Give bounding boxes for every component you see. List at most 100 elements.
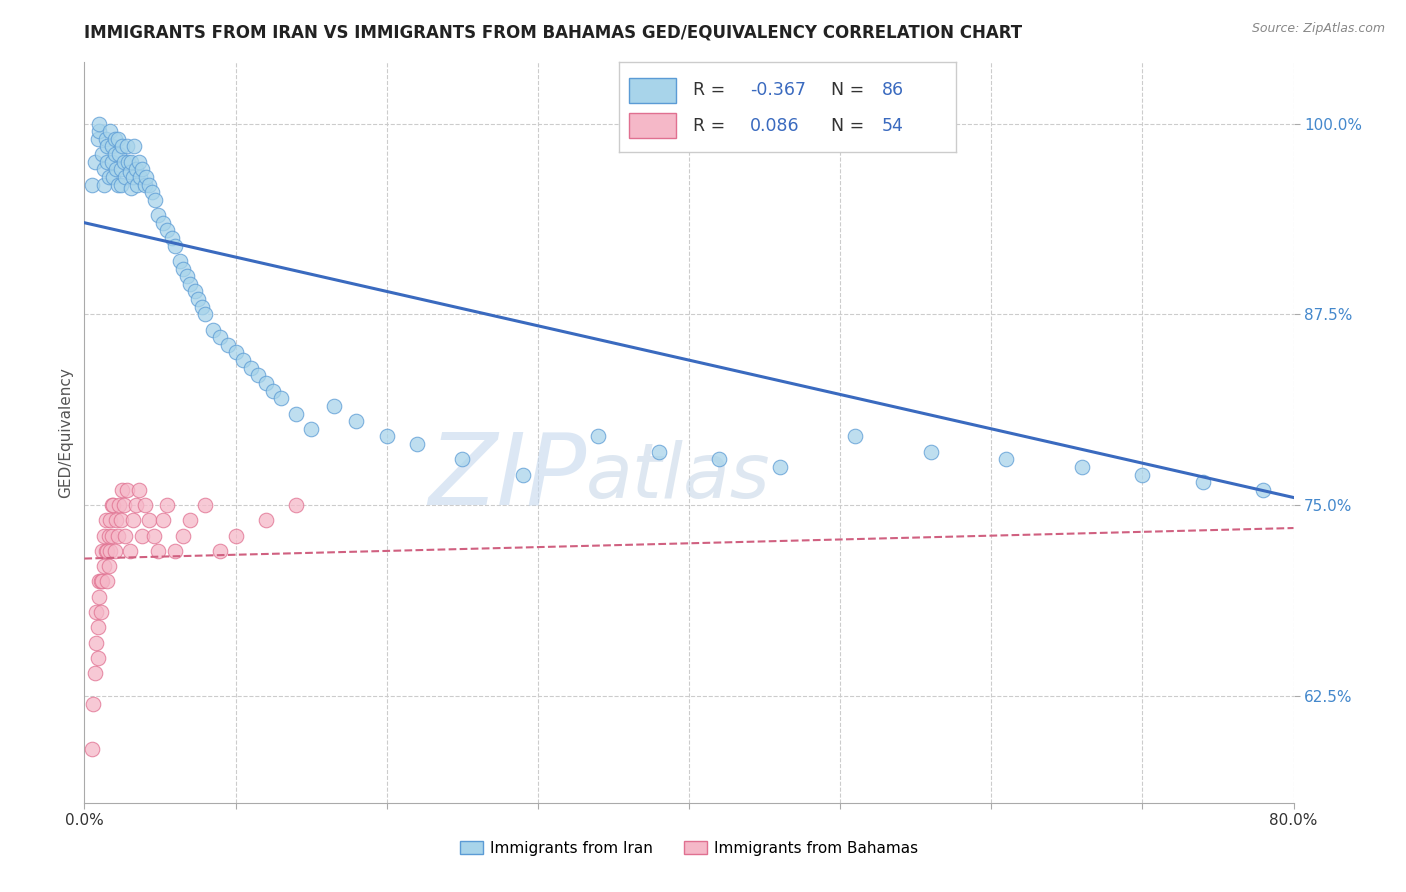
Point (108, 498, 131, 512)
Point (94, 132, 117, 146)
Point (156, 498, 179, 512)
Point (1253, 483, 1275, 497)
Point (179, 513, 201, 527)
Point (111, 139, 134, 153)
Point (112, 154, 135, 169)
Point (191, 300, 214, 314)
Point (97, 169, 120, 184)
Point (96, 574, 118, 589)
Point (93, 178, 115, 192)
Point (111, 483, 134, 497)
Point (239, 360, 262, 375)
Point (100, 139, 122, 153)
Text: N =: N = (831, 117, 870, 135)
Legend: Immigrants from Iran, Immigrants from Bahamas: Immigrants from Iran, Immigrants from Ba… (454, 835, 924, 862)
Point (101, 169, 124, 184)
Point (84, 154, 107, 169)
Point (94, 513, 117, 527)
Point (80, 742, 103, 756)
Point (89, 116, 111, 130)
Point (225, 345, 247, 359)
Point (89, 590, 111, 604)
Point (995, 452, 1018, 467)
Point (115, 139, 138, 153)
Point (285, 407, 308, 421)
Point (118, 544, 141, 558)
Point (97, 529, 120, 543)
Point (920, 444, 942, 458)
Point (114, 169, 136, 184)
Point (346, 414, 368, 428)
Point (87, 132, 110, 146)
Point (127, 178, 149, 192)
Point (104, 132, 127, 146)
Point (104, 147, 127, 161)
Point (91, 147, 114, 161)
Point (769, 460, 792, 475)
Point (112, 498, 135, 512)
Point (129, 169, 152, 184)
Point (217, 338, 239, 352)
Point (254, 513, 277, 527)
Point (209, 330, 232, 344)
Point (117, 154, 139, 169)
Point (375, 429, 398, 443)
Point (97, 559, 120, 574)
Point (82, 697, 104, 711)
Text: ZIP: ZIP (427, 428, 586, 525)
Point (176, 269, 198, 284)
Point (648, 444, 671, 458)
Point (156, 223, 179, 237)
Point (247, 368, 270, 383)
Point (107, 529, 129, 543)
Point (93, 162, 115, 177)
Point (86, 605, 108, 619)
Text: -0.367: -0.367 (751, 81, 806, 99)
Point (84, 666, 107, 681)
Point (115, 483, 138, 497)
Point (169, 253, 191, 268)
Point (105, 513, 128, 527)
Point (285, 498, 308, 512)
Point (183, 285, 205, 299)
Point (125, 498, 148, 512)
Text: IMMIGRANTS FROM IRAN VS IMMIGRANTS FROM BAHAMAS GED/EQUIVALENCY CORRELATION CHAR: IMMIGRANTS FROM IRAN VS IMMIGRANTS FROM … (84, 23, 1022, 41)
Point (96, 154, 118, 169)
Point (125, 162, 148, 177)
Text: 0.086: 0.086 (751, 117, 800, 135)
Point (107, 132, 129, 146)
Point (94, 544, 117, 558)
Point (322, 399, 344, 413)
Point (165, 238, 187, 252)
Bar (628, 113, 676, 138)
Point (172, 261, 194, 276)
Point (194, 498, 217, 512)
Point (96, 544, 118, 558)
Point (89, 574, 111, 589)
Point (209, 544, 232, 558)
Point (118, 165, 141, 179)
Point (134, 498, 156, 512)
Point (101, 498, 124, 512)
Point (98, 513, 121, 527)
Point (104, 544, 127, 558)
Point (100, 498, 122, 512)
Point (232, 353, 254, 368)
Point (225, 529, 247, 543)
Point (148, 208, 170, 222)
Point (709, 452, 731, 467)
Point (131, 162, 153, 177)
Point (128, 154, 150, 169)
Point (122, 139, 145, 153)
Point (120, 154, 142, 169)
Point (135, 169, 157, 184)
Point (89, 124, 111, 138)
Point (134, 178, 156, 192)
Point (86, 635, 108, 649)
Bar (628, 78, 676, 103)
Point (152, 216, 174, 230)
Point (131, 529, 153, 543)
Point (110, 178, 132, 192)
Point (152, 513, 174, 527)
Point (141, 185, 163, 199)
